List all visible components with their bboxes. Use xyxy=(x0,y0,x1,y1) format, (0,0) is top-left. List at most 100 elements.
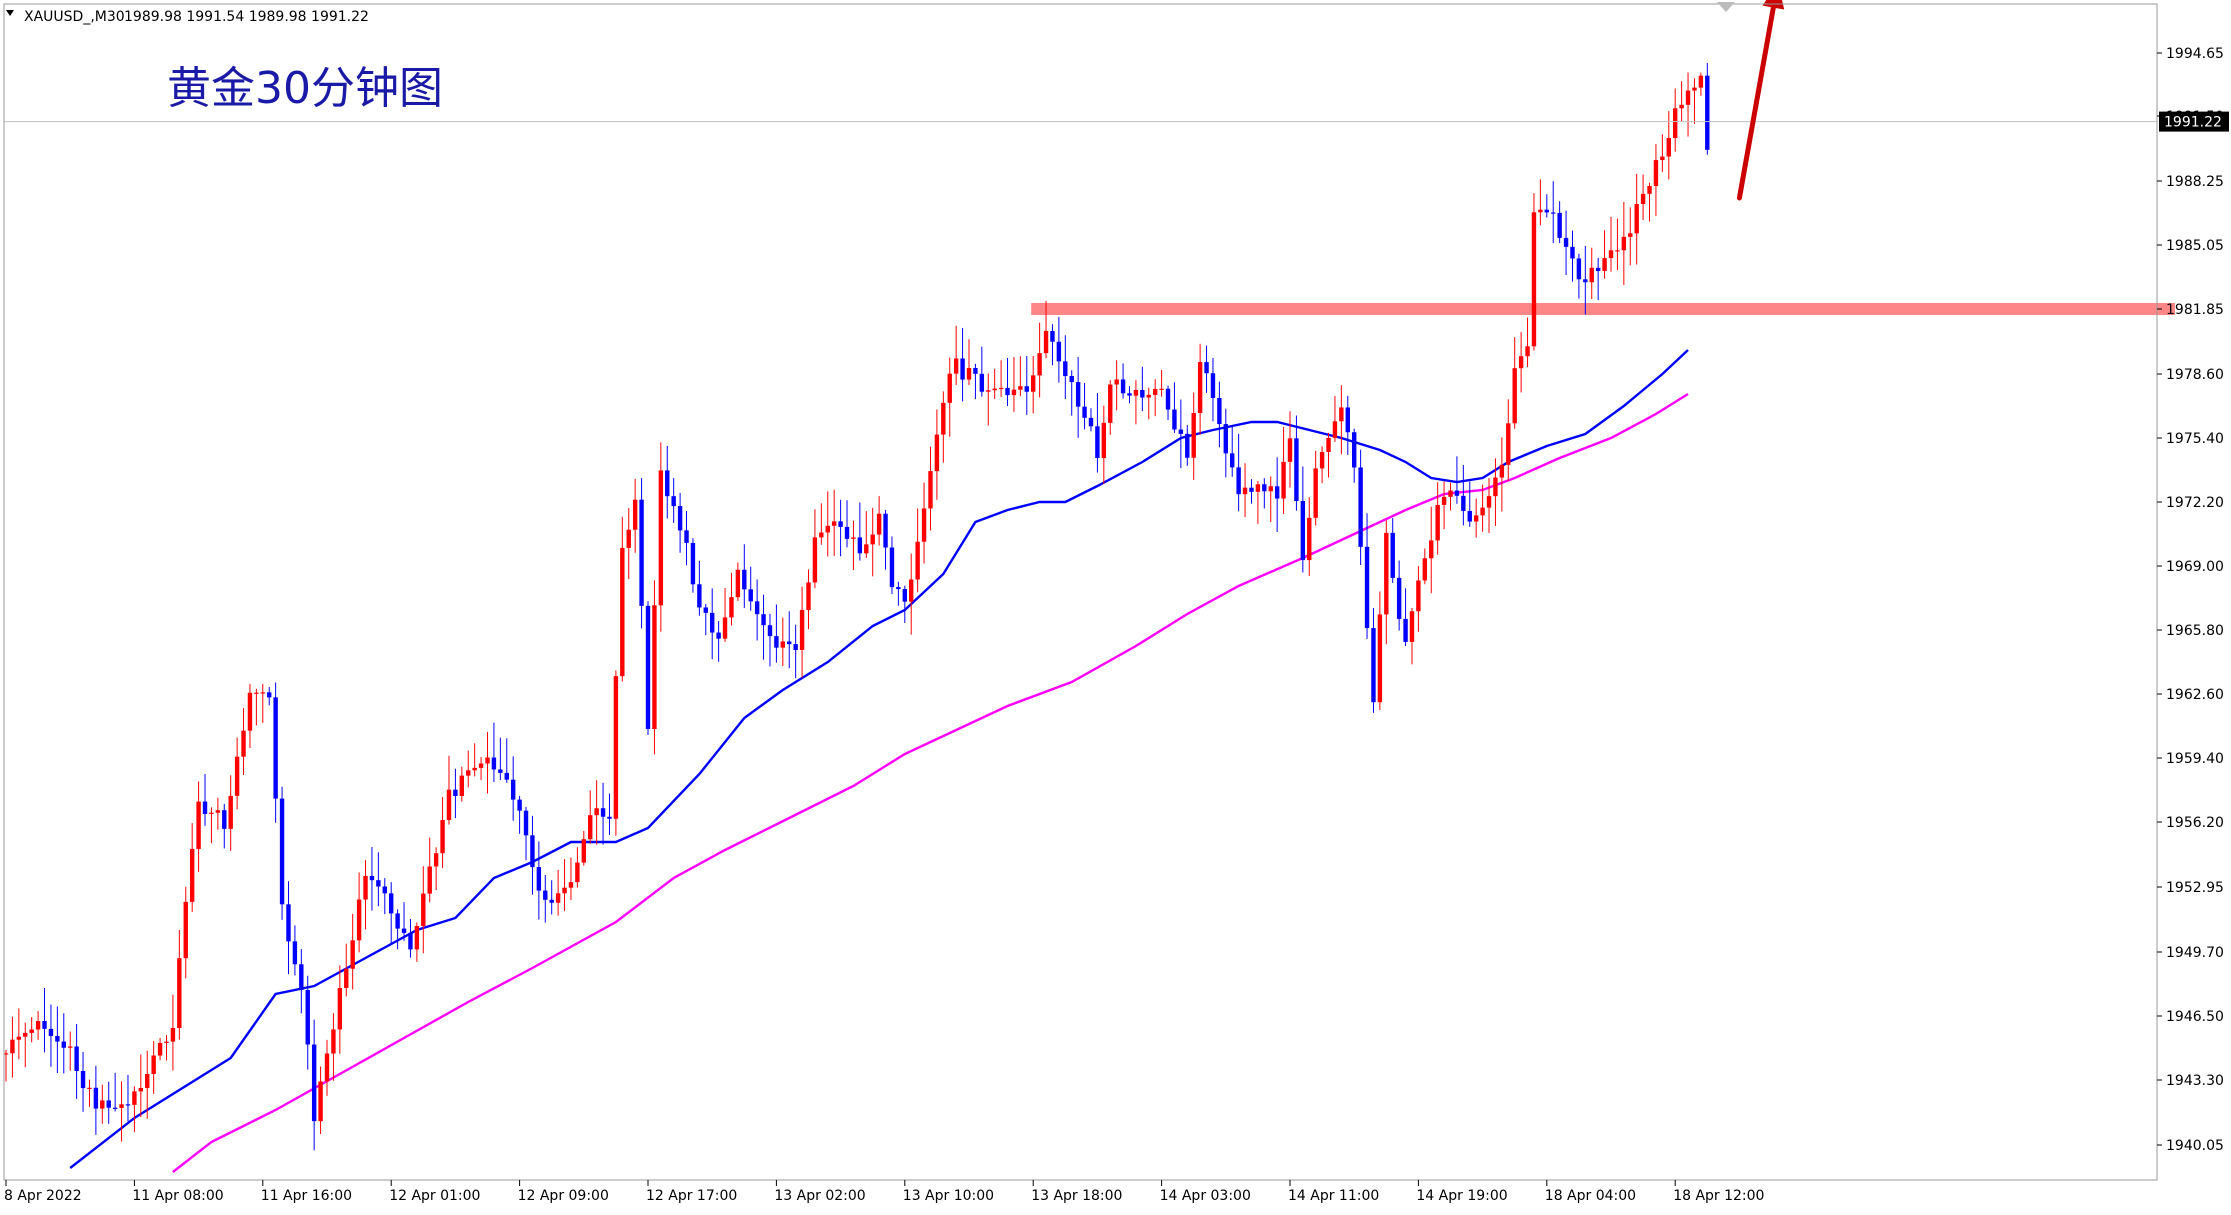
y-tick-label: 1949.70 xyxy=(2166,945,2224,961)
candle-bullish xyxy=(1384,532,1389,615)
candle-bearish xyxy=(1088,417,1094,427)
candle-bullish xyxy=(799,609,805,650)
candle-bullish xyxy=(1146,394,1151,398)
y-tick-label: 1969.00 xyxy=(2166,559,2224,575)
candle-bearish xyxy=(960,358,965,380)
candle-bullish xyxy=(864,544,869,554)
candle-bullish xyxy=(1673,108,1678,138)
candle-bearish xyxy=(1217,397,1222,425)
candle-bullish xyxy=(29,1029,34,1033)
candle-bullish xyxy=(986,390,991,392)
shift-marker-icon[interactable] xyxy=(1717,2,1735,12)
candle-bullish xyxy=(819,532,824,538)
candle-bearish xyxy=(376,880,381,887)
candle-bearish xyxy=(1095,426,1100,458)
candle-bullish xyxy=(466,770,471,776)
candle-bullish xyxy=(1287,438,1293,462)
candle-bullish xyxy=(1152,388,1158,395)
x-tick-label: 13 Apr 10:00 xyxy=(903,1188,994,1204)
candle-bullish xyxy=(1692,87,1697,91)
candle-bullish xyxy=(1307,517,1312,561)
y-tick-label: 1962.60 xyxy=(2166,687,2224,703)
candle-bearish xyxy=(1178,429,1184,434)
trend-arrow-shaft xyxy=(1736,5,1776,201)
candle-bearish xyxy=(369,875,375,881)
candle-bullish xyxy=(555,893,561,903)
y-tick-label: 1994.65 xyxy=(2166,46,2224,62)
candle-bearish xyxy=(1595,267,1601,272)
price-axis: 1994.651991.501988.251985.051981.851978.… xyxy=(2157,46,2229,1154)
chart-title: 黄金30分钟图 xyxy=(167,63,443,114)
candle-bearish xyxy=(1300,501,1306,561)
candle-bullish xyxy=(177,958,182,1028)
candle-bearish xyxy=(517,799,522,811)
candle-bullish xyxy=(626,529,631,548)
candle-bearish xyxy=(883,513,888,548)
candle-bullish xyxy=(1660,156,1665,161)
candle-bullish xyxy=(1538,209,1543,213)
candle-bullish xyxy=(851,537,856,539)
y-tick-label: 1975.40 xyxy=(2166,431,2224,447)
x-tick-label: 12 Apr 01:00 xyxy=(389,1188,480,1204)
candle-bullish xyxy=(1133,389,1139,396)
candle-bullish xyxy=(1531,212,1537,347)
candle-bullish xyxy=(1313,468,1318,518)
candle-bullish xyxy=(164,1041,169,1043)
candle-bullish xyxy=(459,775,465,796)
candle-bullish xyxy=(145,1073,150,1088)
candle-bullish xyxy=(170,1027,176,1042)
candle-bearish xyxy=(1069,376,1074,383)
candle-bearish xyxy=(1120,379,1126,394)
y-tick-label: 1959.40 xyxy=(2166,751,2224,767)
candle-bearish xyxy=(690,542,696,585)
candle-bearish xyxy=(267,692,272,698)
candle-bullish xyxy=(1422,558,1428,581)
candle-bullish xyxy=(209,812,214,814)
candle-bullish xyxy=(941,402,946,435)
candle-bearish xyxy=(793,644,798,650)
x-tick-label: 14 Apr 03:00 xyxy=(1160,1188,1251,1204)
candle-bearish xyxy=(896,587,901,590)
candle-bullish xyxy=(119,1104,124,1108)
candle-bullish xyxy=(1615,250,1620,252)
candle-bullish xyxy=(1634,204,1639,234)
candle-bullish xyxy=(337,988,343,1030)
candle-bullish xyxy=(735,569,741,598)
candle-bullish xyxy=(1518,356,1524,369)
candle-bearish xyxy=(710,612,715,633)
candle-bearish xyxy=(1127,393,1132,396)
resistance-band xyxy=(1031,303,2175,315)
candle-bullish xyxy=(183,901,188,959)
candle-bullish xyxy=(966,367,972,380)
candle-bearish xyxy=(767,625,773,637)
candle-bullish xyxy=(228,795,233,829)
candle-bullish xyxy=(234,756,240,796)
y-tick-label: 1988.25 xyxy=(2166,174,2224,190)
candle-bearish xyxy=(1551,212,1556,214)
candle-bullish xyxy=(1377,614,1383,703)
candle-bearish xyxy=(1223,424,1228,454)
candle-bearish xyxy=(639,499,644,606)
candle-bullish xyxy=(324,1053,330,1082)
candle-bullish xyxy=(1011,389,1017,396)
candle-bullish xyxy=(831,521,837,526)
candle-bearish xyxy=(600,808,606,817)
candle-bearish xyxy=(1403,618,1408,642)
candle-bearish xyxy=(311,1044,317,1122)
candle-bullish xyxy=(594,808,599,816)
candle-bullish xyxy=(16,1036,22,1040)
symbol-dropdown-icon[interactable] xyxy=(6,10,14,16)
candle-bullish xyxy=(729,597,734,618)
candle-bullish xyxy=(780,641,786,648)
candle-bullish xyxy=(613,676,619,819)
candle-bearish xyxy=(395,913,400,929)
candle-bullish xyxy=(1339,407,1344,422)
x-tick-label: 13 Apr 18:00 xyxy=(1031,1188,1122,1204)
candle-bullish xyxy=(1608,250,1614,259)
candle-bearish xyxy=(74,1046,79,1072)
candle-bullish xyxy=(151,1055,156,1074)
candle-bearish xyxy=(55,1036,60,1042)
candle-bullish xyxy=(23,1032,28,1037)
